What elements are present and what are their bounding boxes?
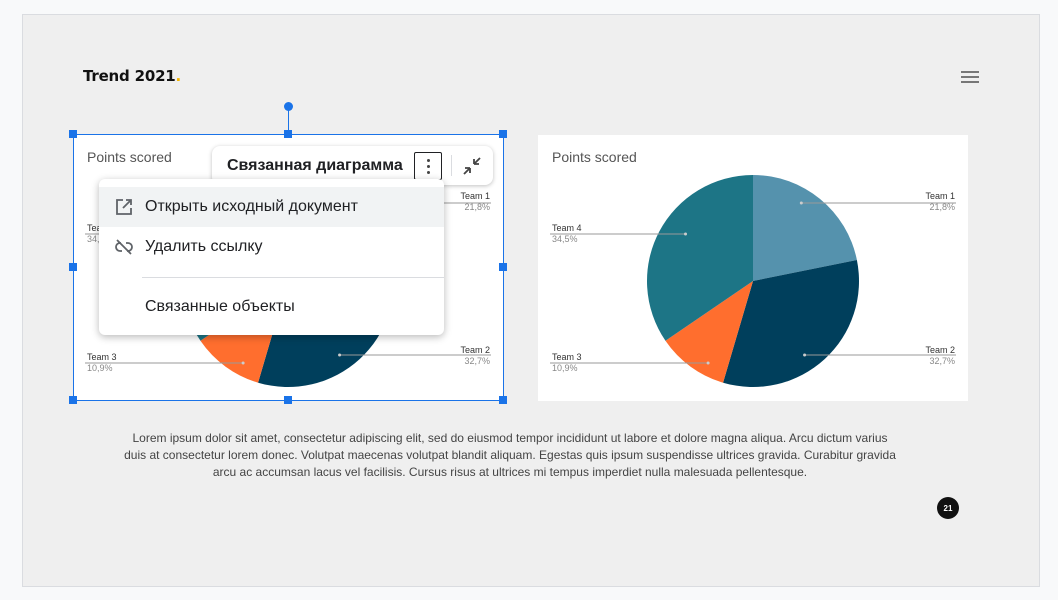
menu-item-unlink[interactable]: Удалить ссылку bbox=[99, 227, 444, 267]
linked-chart-toolbar: Связанная диаграмма bbox=[212, 146, 493, 185]
pie-slice-team-4 bbox=[647, 175, 753, 341]
menu-item-label: Связанные объекты bbox=[145, 298, 295, 315]
leader-dot bbox=[799, 201, 803, 205]
resize-handle-top-left[interactable] bbox=[69, 130, 77, 138]
label-team-3: Team 3 10,9% bbox=[552, 352, 582, 373]
menu-item-label: Удалить ссылку bbox=[145, 238, 263, 255]
resize-handle-right[interactable] bbox=[499, 263, 507, 271]
pie-slice-team-1 bbox=[753, 175, 857, 281]
resize-handle-top-right[interactable] bbox=[499, 130, 507, 138]
label-team-2: Team 2 32,7% bbox=[460, 345, 490, 366]
pie-chart-right bbox=[550, 175, 956, 387]
label-team-2: Team 2 32,7% bbox=[925, 345, 955, 366]
menu-divider bbox=[142, 277, 444, 278]
leader-dot bbox=[684, 232, 688, 236]
linked-chart-right[interactable]: Points scored Team 1 21,8% Team 4 34,5% Te… bbox=[538, 135, 968, 401]
rotation-line bbox=[288, 108, 289, 134]
rotate-handle[interactable] bbox=[284, 102, 293, 111]
page-number-badge: 21 bbox=[937, 497, 959, 519]
pie-slice-team-3 bbox=[665, 281, 753, 383]
menu-item-linked-objects[interactable]: Связанные объекты bbox=[99, 287, 444, 327]
resize-handle-bottom-right[interactable] bbox=[499, 396, 507, 404]
open-in-new-icon bbox=[115, 198, 133, 216]
resize-handle-bottom[interactable] bbox=[284, 396, 292, 404]
collapse-icon[interactable] bbox=[460, 154, 484, 178]
label-team-3: Team 3 10,9% bbox=[87, 352, 117, 373]
toolbar-divider bbox=[451, 155, 452, 176]
brand-title: Trend 2021. bbox=[83, 67, 182, 85]
chart-title: Points scored bbox=[87, 149, 172, 165]
menu-item-open-source[interactable]: Открыть исходный документ bbox=[99, 187, 444, 227]
resize-handle-top[interactable] bbox=[284, 130, 292, 138]
resize-handle-left[interactable] bbox=[69, 263, 77, 271]
menu-item-label: Открыть исходный документ bbox=[145, 198, 358, 215]
body-paragraph: Lorem ipsum dolor sit amet, consectetur … bbox=[124, 431, 896, 479]
leader-dot bbox=[338, 353, 342, 357]
more-vert-icon[interactable] bbox=[414, 152, 442, 180]
link-off-icon bbox=[115, 238, 133, 256]
linked-chart-menu: Открыть исходный документ Удалить ссылку… bbox=[99, 179, 444, 335]
linked-chart-title: Связанная диаграмма bbox=[227, 157, 403, 174]
leader-dot bbox=[803, 353, 807, 357]
hamburger-menu-icon bbox=[961, 69, 981, 85]
resize-handle-bottom-left[interactable] bbox=[69, 396, 77, 404]
label-team-1: Team 1 21,8% bbox=[460, 191, 490, 212]
leader-dot bbox=[706, 361, 710, 365]
leader-dot bbox=[241, 361, 245, 365]
label-team-1: Team 1 21,8% bbox=[925, 191, 955, 212]
chart-title: Points scored bbox=[552, 149, 637, 165]
